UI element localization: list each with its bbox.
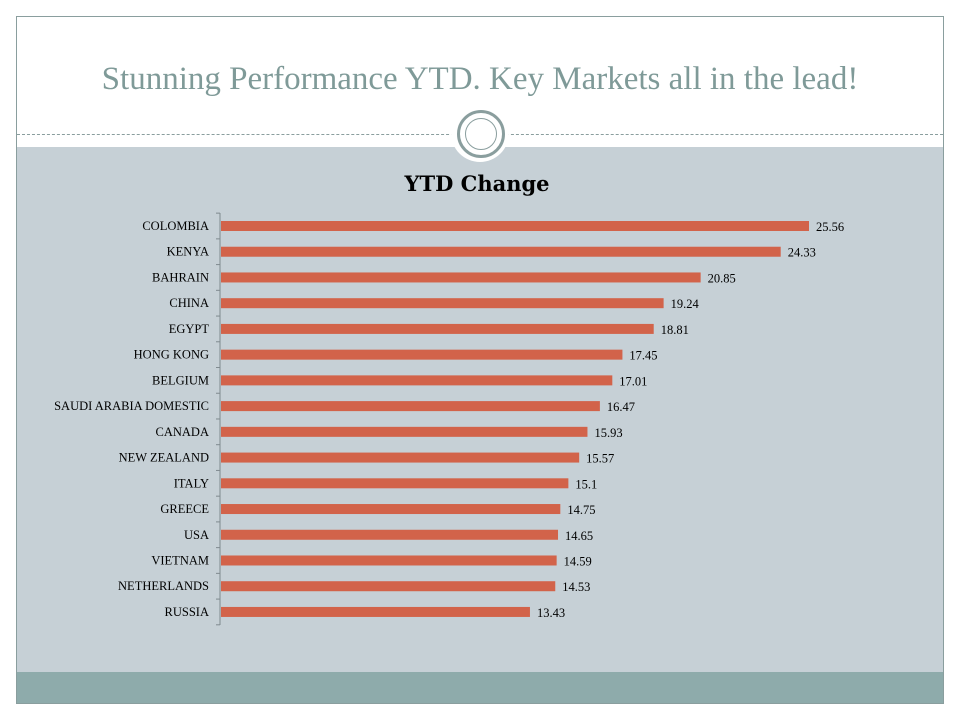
category-label: VIETNAM: [151, 553, 209, 567]
bar: [221, 375, 613, 386]
data-label: 24.33: [788, 246, 816, 260]
bar: [221, 529, 559, 540]
data-label: 16.47: [607, 400, 635, 414]
bar: [221, 298, 664, 309]
slide-title: Stunning Performance YTD. Key Markets al…: [101, 61, 859, 97]
bar: [221, 426, 588, 437]
category-label: NETHERLANDS: [118, 579, 209, 593]
data-label: 13.43: [537, 606, 565, 620]
bar: [221, 504, 561, 515]
data-label: 14.65: [565, 529, 593, 543]
data-label: 14.59: [564, 554, 592, 568]
bar: [221, 246, 781, 257]
bar: [221, 323, 654, 334]
category-label: NEW ZEALAND: [119, 451, 209, 465]
data-label: 18.81: [661, 323, 689, 337]
category-label: HONG KONG: [134, 348, 209, 362]
category-label: RUSSIA: [165, 605, 209, 619]
data-label: 17.01: [619, 374, 647, 388]
bar: [221, 401, 600, 412]
chart-title: YTD Change: [403, 171, 549, 196]
bar: [221, 221, 809, 231]
category-label: KENYA: [167, 245, 209, 259]
category-label: CANADA: [156, 425, 209, 439]
bar: [221, 349, 623, 360]
category-label: BELGIUM: [152, 373, 209, 387]
footer-band: [17, 672, 943, 703]
category-label: GREECE: [160, 502, 209, 516]
bar: [221, 555, 557, 566]
data-label: 14.75: [567, 503, 595, 517]
bar: [221, 581, 556, 592]
category-label: BAHRAIN: [152, 270, 209, 284]
data-label: 19.24: [671, 297, 700, 311]
data-label: 20.85: [708, 271, 736, 285]
category-label: COLOMBIA: [142, 219, 209, 233]
data-label: 25.56: [816, 220, 844, 234]
slide: Stunning Performance YTD. Key Markets al…: [16, 16, 944, 704]
bar: [221, 478, 569, 489]
data-label: 17.45: [629, 349, 657, 363]
bar: [221, 272, 701, 283]
category-label: SAUDI ARABIA DOMESTIC: [54, 399, 209, 413]
data-label: 14.53: [562, 580, 590, 594]
data-label: 15.57: [586, 452, 614, 466]
category-label: EGYPT: [169, 322, 210, 336]
circle-ornament-icon: [451, 104, 509, 162]
category-label: ITALY: [174, 476, 209, 490]
bar: [221, 606, 530, 617]
category-label: CHINA: [169, 296, 209, 310]
data-label: 15.1: [575, 477, 597, 491]
category-label: USA: [184, 528, 209, 542]
data-label: 15.93: [594, 426, 622, 440]
bar: [221, 452, 580, 463]
